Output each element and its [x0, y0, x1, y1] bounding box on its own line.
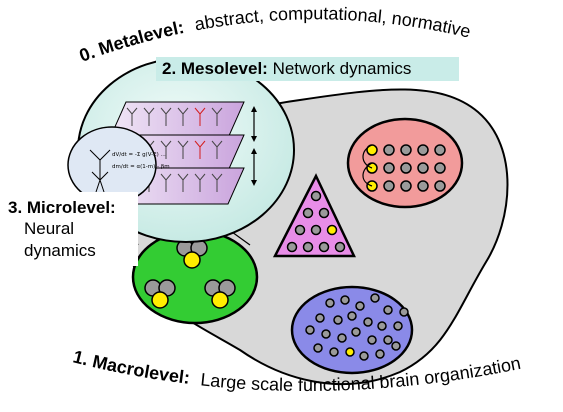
- neuron: [296, 226, 305, 235]
- blue-population: [292, 287, 412, 373]
- mesolevel-text: Network dynamics: [273, 59, 412, 78]
- neuron: [392, 342, 400, 350]
- neuron: [368, 336, 376, 344]
- neuron: [360, 352, 368, 360]
- neuron: [418, 163, 428, 173]
- macrolevel-number: 1. Macrolevel:: [71, 346, 191, 387]
- neuron: [384, 163, 394, 173]
- neuron: [341, 296, 349, 304]
- neuron: [376, 350, 384, 358]
- neuron: [312, 192, 321, 201]
- neuron: [316, 314, 324, 322]
- neuron: [384, 336, 392, 344]
- neuron: [356, 302, 364, 310]
- neuron: [371, 294, 379, 302]
- neuron: [326, 299, 334, 307]
- neuron: [184, 252, 200, 268]
- neuron: [334, 316, 342, 324]
- neuron: [336, 243, 345, 252]
- neuron: [384, 145, 394, 155]
- neuron: [435, 163, 445, 173]
- equation-line-2: dm/dt = α(1-m) - βm: [112, 164, 170, 170]
- neuron: [378, 322, 386, 330]
- neuron: [348, 312, 356, 320]
- neuron: [400, 308, 408, 316]
- neuron: [418, 145, 428, 155]
- neuron: [401, 163, 411, 173]
- neuron: [322, 330, 330, 338]
- neuron: [304, 209, 313, 218]
- neuron: [435, 181, 445, 191]
- green-population: [133, 231, 257, 323]
- neuron: [435, 145, 445, 155]
- microlevel-number: 3. Microlevel:: [8, 198, 138, 218]
- neuron: [401, 181, 411, 191]
- neuron: [384, 306, 392, 314]
- neuron: [320, 243, 329, 252]
- equation-line-1: dV/dt = -Σ g(V-E) ...: [112, 152, 166, 158]
- neuron: [346, 348, 354, 356]
- neuron: [328, 226, 337, 235]
- neuron: [401, 145, 411, 155]
- neuron: [338, 334, 346, 342]
- neuron: [394, 322, 402, 330]
- microlevel-line-1: Neural: [24, 218, 138, 240]
- neuron: [304, 243, 313, 252]
- neuron: [320, 209, 329, 218]
- microlevel-label: 3. Microlevel: Neural dynamics: [0, 192, 138, 266]
- metalevel-text: abstract, computational, normative: [193, 3, 473, 41]
- red-population: [348, 119, 462, 207]
- neuron: [364, 318, 372, 326]
- neuron: [152, 292, 168, 308]
- neuron: [312, 226, 321, 235]
- neuron: [384, 181, 394, 191]
- mesolevel-label: 2. Mesolevel: Network dynamics: [156, 57, 459, 81]
- neuron: [288, 243, 297, 252]
- microlevel-line-2: dynamics: [24, 240, 138, 262]
- neuron: [212, 292, 228, 308]
- neuron: [314, 344, 322, 352]
- neuron: [418, 181, 428, 191]
- neuron: [306, 326, 314, 334]
- mesolevel-number: 2. Mesolevel:: [162, 59, 268, 78]
- neuron: [352, 328, 360, 336]
- neuron: [330, 348, 338, 356]
